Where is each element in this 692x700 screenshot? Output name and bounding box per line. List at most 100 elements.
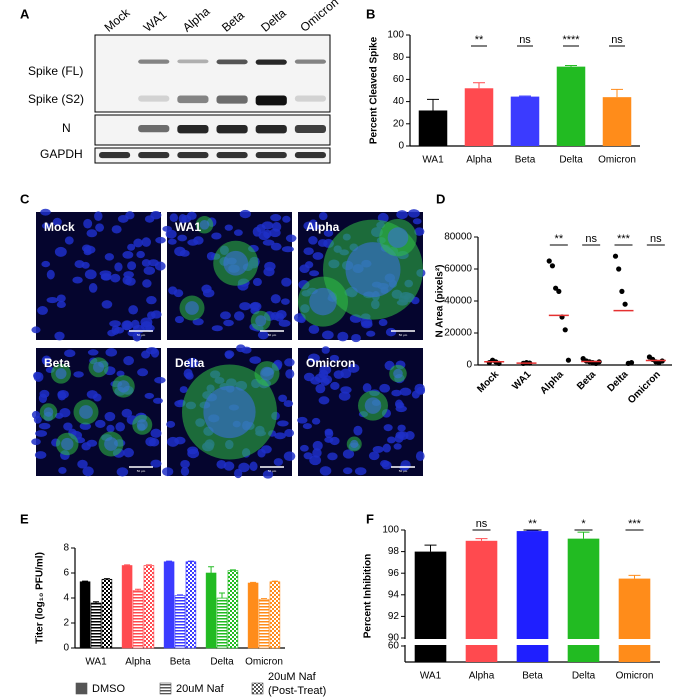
lane-label: Mock xyxy=(102,5,134,35)
nucleus xyxy=(342,467,353,475)
nucleus xyxy=(342,449,355,459)
panel-label: B xyxy=(366,6,375,21)
nucleus xyxy=(133,238,143,248)
infected-core xyxy=(104,437,118,451)
blot-band xyxy=(216,125,248,134)
nucleus xyxy=(155,236,166,244)
nucleus xyxy=(347,363,360,373)
x-tick-label: WA1 xyxy=(85,657,107,668)
nucleus xyxy=(165,229,177,239)
nucleus xyxy=(412,218,422,225)
nucleus xyxy=(121,408,133,418)
infected-core xyxy=(185,301,199,315)
nucleus xyxy=(74,260,85,269)
nucleus xyxy=(141,259,151,267)
nucleus xyxy=(63,422,73,431)
nucleus xyxy=(239,209,251,219)
significance-label: * xyxy=(581,518,586,530)
nucleus xyxy=(366,330,376,337)
nucleus xyxy=(104,253,115,261)
nucleus xyxy=(105,348,118,357)
infected-core xyxy=(203,385,256,439)
nucleus xyxy=(211,325,223,332)
x-tick-label: Alpha xyxy=(538,369,566,397)
nucleus xyxy=(362,383,372,393)
x-tick-label: Beta xyxy=(515,155,536,166)
nucleus xyxy=(144,392,155,399)
nucleus xyxy=(86,229,98,238)
x-tick-label: Beta xyxy=(170,657,191,668)
bar xyxy=(464,88,494,146)
bar xyxy=(414,551,447,662)
nucleus xyxy=(38,422,51,430)
nucleus xyxy=(379,383,391,393)
blot-row-label: GAPDH xyxy=(40,147,83,161)
nucleus xyxy=(312,252,324,260)
nucleus xyxy=(101,300,113,309)
nucleus xyxy=(285,234,297,243)
nucleus xyxy=(73,371,84,378)
bar xyxy=(258,598,270,649)
nucleus xyxy=(312,440,323,451)
nucleus xyxy=(274,432,286,440)
nucleus xyxy=(319,466,332,476)
nucleus xyxy=(270,294,281,304)
nucleus xyxy=(223,461,235,471)
nucleus xyxy=(150,310,162,319)
infected-core xyxy=(93,361,104,373)
nucleus xyxy=(181,215,192,223)
infected-core xyxy=(393,368,403,379)
blot-band xyxy=(138,125,170,133)
nucleus xyxy=(72,276,83,284)
nucleus xyxy=(249,356,261,364)
nucleus xyxy=(391,389,402,397)
nucleus xyxy=(414,227,425,236)
nucleus xyxy=(183,368,193,379)
nucleus xyxy=(46,296,59,304)
nucleus xyxy=(154,261,166,271)
nucleus xyxy=(169,213,179,222)
infected-core xyxy=(199,219,210,230)
nucleus xyxy=(211,232,222,240)
nucleus xyxy=(104,411,116,422)
nucleus xyxy=(40,208,51,216)
x-tick-label: Omicron xyxy=(598,155,636,166)
blot-band xyxy=(177,95,209,104)
nucleus xyxy=(308,236,318,245)
axis-break xyxy=(399,639,660,645)
data-point xyxy=(549,263,556,269)
y-tick-label: 20000 xyxy=(444,328,472,339)
bar xyxy=(247,582,259,649)
scale-bar-label: 50 μm xyxy=(399,469,408,473)
y-tick-label: 20 xyxy=(393,118,405,129)
nucleus xyxy=(329,354,339,362)
bar xyxy=(510,96,540,146)
nucleus xyxy=(399,387,412,396)
nucleus xyxy=(173,289,184,298)
bar xyxy=(556,66,586,146)
nucleus xyxy=(394,399,404,409)
nucleus xyxy=(378,318,388,326)
blot-band xyxy=(99,152,131,159)
nucleus xyxy=(233,311,245,321)
significance-label: ** xyxy=(475,34,484,46)
bar xyxy=(269,581,281,649)
nucleus xyxy=(114,262,123,272)
x-tick-label: Alpha xyxy=(125,657,151,668)
nucleus xyxy=(270,214,282,222)
nucleus xyxy=(41,355,52,366)
nucleus xyxy=(353,425,363,436)
nucleus xyxy=(299,264,310,273)
panel-label: F xyxy=(366,511,374,526)
nucleus xyxy=(337,331,349,342)
nucleus xyxy=(33,371,44,382)
x-tick-label: Delta xyxy=(605,369,630,394)
nucleus xyxy=(395,431,406,439)
scale-bar-label: 50 μm xyxy=(268,333,277,337)
nucleus xyxy=(174,315,184,324)
blot-band xyxy=(294,152,326,159)
nucleus xyxy=(411,390,420,399)
nucleus xyxy=(94,211,103,222)
nucleus xyxy=(351,333,361,343)
nucleus xyxy=(311,417,321,425)
